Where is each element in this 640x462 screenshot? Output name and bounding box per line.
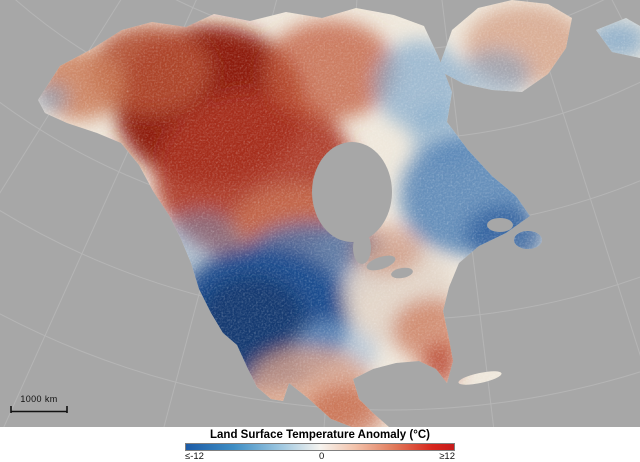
- legend-gradient-bar: [185, 443, 455, 451]
- legend-body: ≤-12 0 ≥12: [185, 443, 455, 462]
- legend: Land Surface Temperature Anomaly (°C) ≤-…: [0, 427, 640, 462]
- scale-bar-line: [10, 406, 68, 413]
- scale-bar: 1000 km: [10, 394, 70, 414]
- map-canvas: [0, 0, 640, 427]
- legend-min-label: ≤-12: [185, 451, 204, 462]
- inland-water: [312, 142, 513, 279]
- map-image: 1000 km: [0, 0, 640, 427]
- scale-bar-label: 1000 km: [20, 394, 58, 404]
- legend-title: Land Surface Temperature Anomaly (°C): [210, 429, 430, 441]
- legend-max-label: ≥12: [439, 451, 455, 462]
- legend-labels: ≤-12 0 ≥12: [185, 452, 455, 462]
- legend-zero-label: 0: [318, 451, 325, 462]
